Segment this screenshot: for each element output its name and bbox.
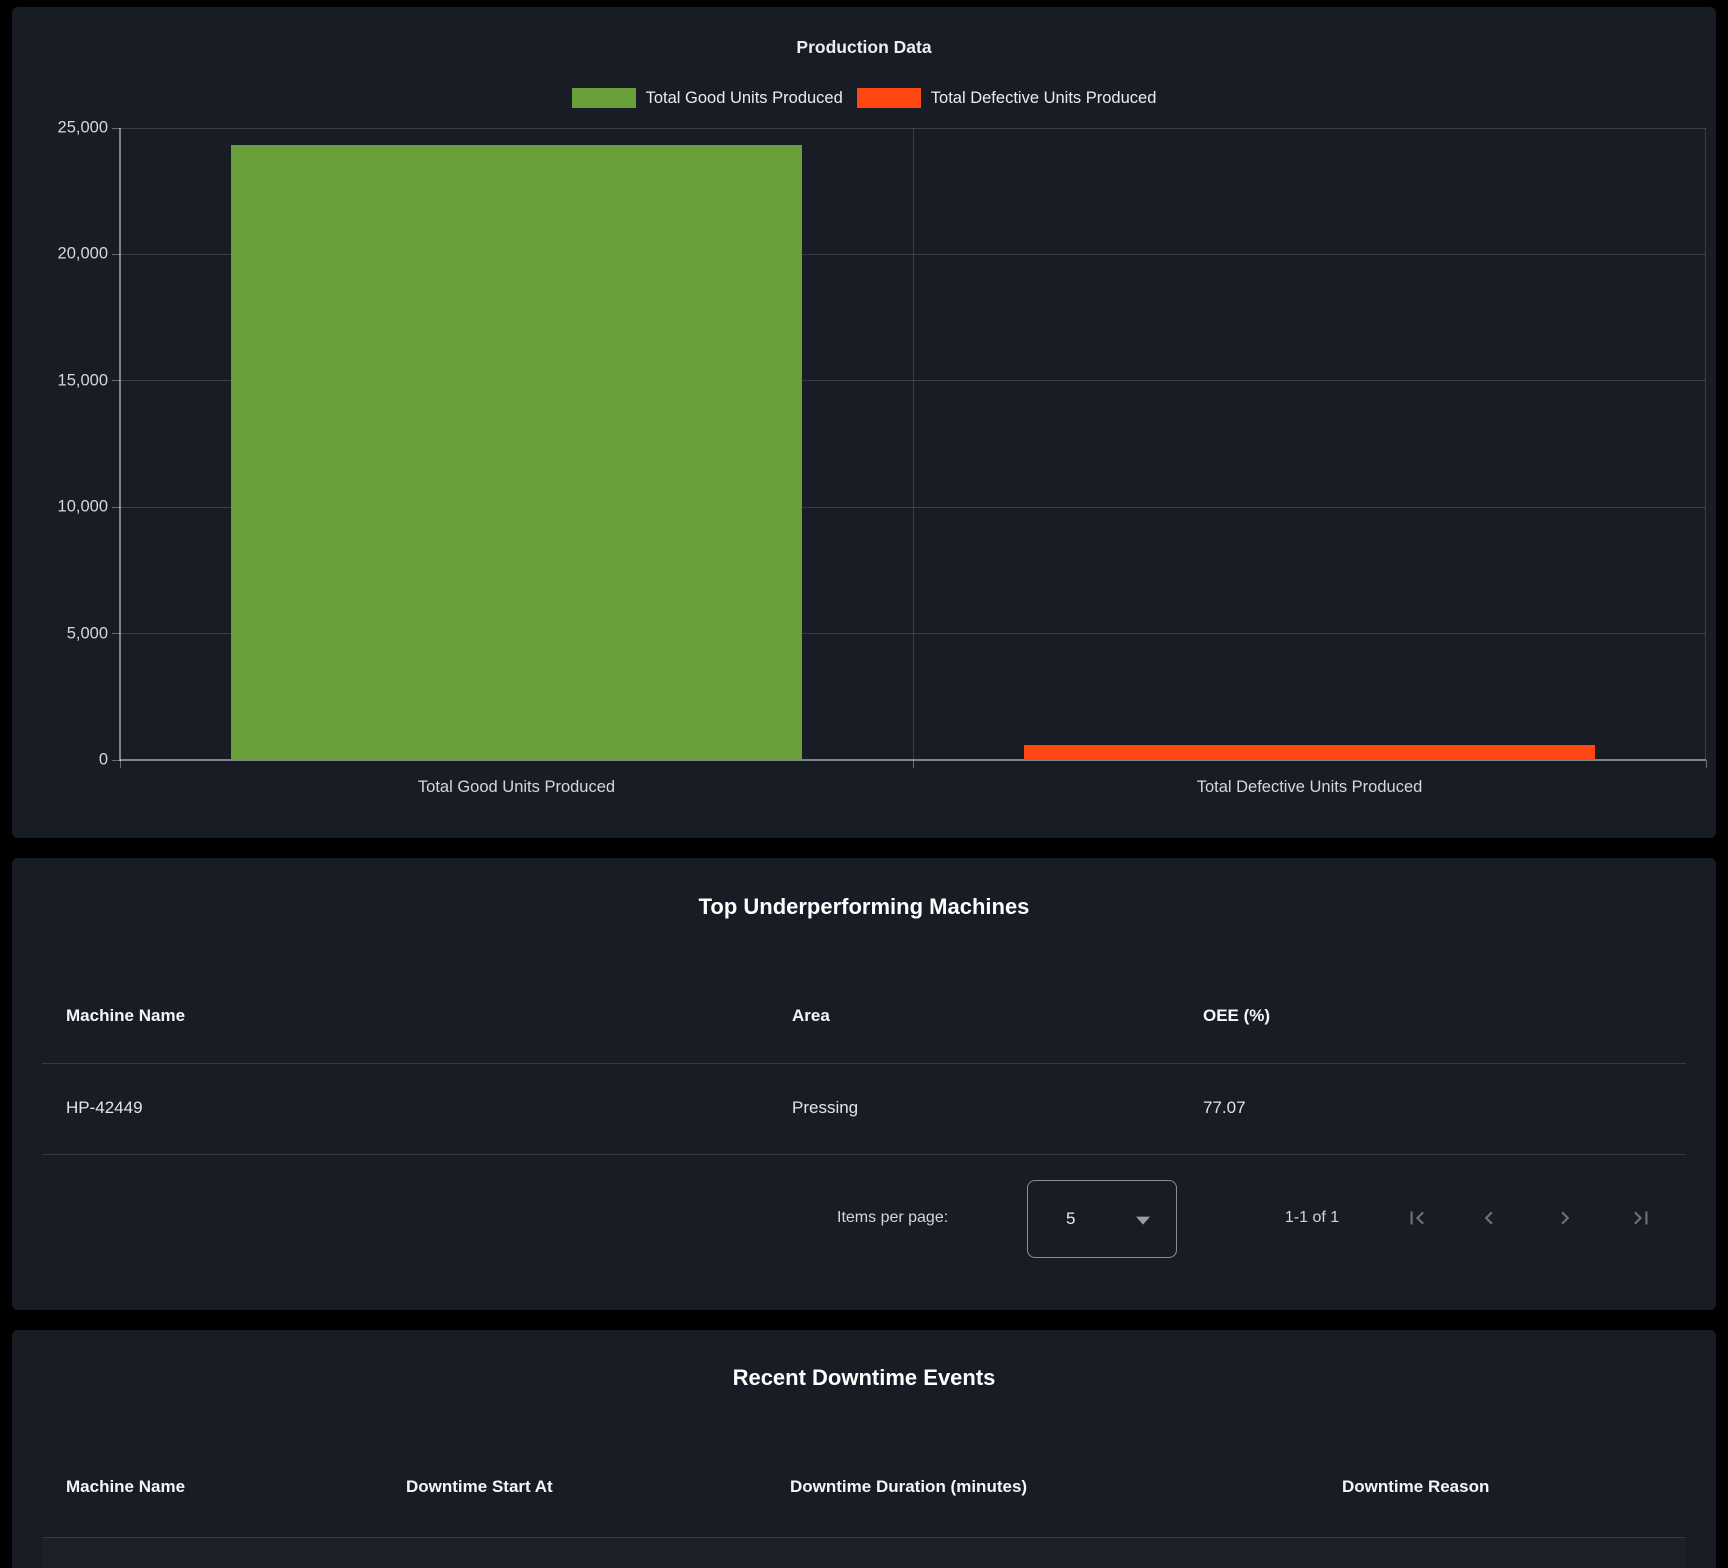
legend-label-defective-units: Total Defective Units Produced <box>930 88 1157 107</box>
chart-title: Production Data <box>796 37 932 57</box>
machines-col-header-machine-name: Machine Name <box>66 1006 186 1025</box>
last-page-icon <box>1628 1205 1654 1231</box>
previous-page-button[interactable] <box>1465 1194 1513 1242</box>
downtime-panel-title: Recent Downtime Events <box>732 1365 996 1390</box>
paginator-range-label: 1-1 of 1 <box>1284 1209 1340 1226</box>
machine-name-cell: HP-42449 <box>66 1098 143 1117</box>
machines-panel-title: Top Underperforming Machines <box>698 894 1030 919</box>
bar-total-defective-units-produced[interactable] <box>1024 745 1595 760</box>
header-row-divider <box>42 1537 1686 1538</box>
gridline-15,000 <box>120 380 1706 382</box>
next-page-button[interactable] <box>1541 1194 1589 1242</box>
y-axis-line <box>119 128 121 761</box>
x-axis-tick <box>119 760 121 768</box>
y-axis-tick <box>112 127 120 129</box>
page-size-select[interactable]: 5 <box>1027 1180 1177 1258</box>
machines-col-header-oee: OEE (%) <box>1203 1006 1271 1025</box>
gridline-20,000 <box>120 253 1706 255</box>
data-row-divider <box>42 1154 1686 1155</box>
items-per-page-label: Items per page: <box>837 1209 949 1226</box>
x-axis-line <box>120 759 1706 761</box>
machines-col-header-area: Area <box>792 1006 830 1025</box>
y-axis-tick <box>112 633 120 635</box>
downtime-events-panel: Recent Downtime Events Machine Name Down… <box>12 1330 1716 1568</box>
y-axis-tick-label: 5,000 <box>66 624 108 643</box>
oee-cell: 77.07 <box>1203 1098 1246 1117</box>
y-axis-tick <box>112 380 120 382</box>
gridline-vertical-mid <box>912 128 914 760</box>
y-axis-tick-label: 20,000 <box>57 244 108 263</box>
y-axis-tick-label: 0 <box>98 750 108 769</box>
y-axis-tick-label: 10,000 <box>57 497 108 516</box>
downtime-col-header-duration: Downtime Duration (minutes) <box>790 1477 1028 1496</box>
gridline-vertical-right <box>1705 128 1706 760</box>
plot-area: 0 5,000 10,000 15,000 20,000 25,000 Total Good… <box>12 7 1716 838</box>
legend-label-good-units: Total Good Units Produced <box>645 88 843 107</box>
underperforming-machines-panel: Top Underperforming Machines Machine Nam… <box>12 858 1716 1310</box>
gridline-25,000 <box>120 127 1706 129</box>
x-axis-tick <box>1705 760 1707 768</box>
area-cell: Pressing <box>792 1098 859 1117</box>
downtime-col-header-reason: Downtime Reason <box>1342 1477 1490 1496</box>
legend-item-defective-units[interactable]: Total Defective Units Produced <box>856 88 1157 108</box>
last-page-button[interactable] <box>1617 1194 1665 1242</box>
header-row-divider <box>42 1063 1686 1064</box>
y-axis-tick-label: 15,000 <box>57 371 108 390</box>
legend-swatch-defective-units <box>856 88 921 108</box>
chevron-down-icon <box>1136 1216 1150 1225</box>
chart-legend: Total Good Units Produced Total Defectiv… <box>12 87 1716 109</box>
downtime-col-header-start-at: Downtime Start At <box>406 1477 553 1496</box>
y-axis-tick <box>112 253 120 255</box>
bar-total-good-units-produced[interactable] <box>231 144 802 760</box>
y-axis-tick <box>112 759 120 761</box>
chevron-left-icon <box>1476 1205 1502 1231</box>
first-page-button[interactable] <box>1393 1194 1441 1242</box>
first-page-icon <box>1404 1205 1430 1231</box>
gridline-10,000 <box>120 506 1706 508</box>
chevron-right-icon <box>1552 1205 1578 1231</box>
page-size-value: 5 <box>1066 1209 1076 1228</box>
y-axis-tick <box>112 506 120 508</box>
legend-item-good-units[interactable]: Total Good Units Produced <box>571 88 843 108</box>
downtime-col-header-machine-name: Machine Name <box>66 1477 186 1496</box>
y-axis-tick-label: 25,000 <box>57 118 108 137</box>
empty-row-area <box>42 1538 1686 1568</box>
production-chart-panel: Production Data Total Good Units Produce… <box>12 7 1716 838</box>
legend-swatch-good-units <box>571 88 636 108</box>
x-axis-tick <box>912 760 914 768</box>
gridline-5,000 <box>120 633 1706 635</box>
x-axis-label: Total Defective Units Produced <box>1196 778 1423 796</box>
x-axis-label: Total Good Units Produced <box>417 778 616 796</box>
